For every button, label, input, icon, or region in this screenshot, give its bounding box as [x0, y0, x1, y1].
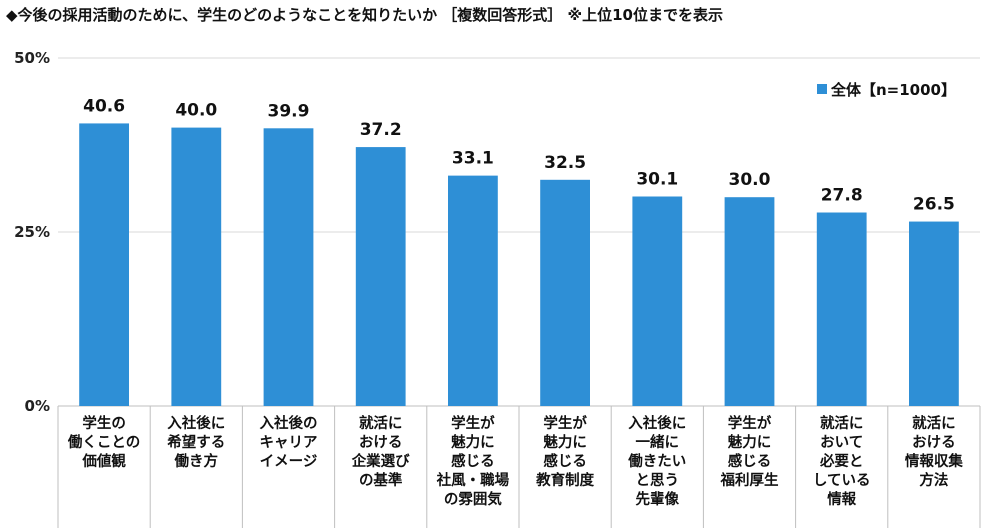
value-label: 33.1: [452, 149, 494, 169]
category-label: 魅力に: [728, 433, 772, 451]
bar: [263, 128, 314, 406]
category-label: 情報収集: [905, 452, 963, 470]
category-label: 学生の: [82, 414, 126, 432]
category-label: 教育制度: [535, 471, 594, 489]
category-label: おいて: [820, 434, 863, 451]
category-label: 魅力に: [543, 433, 587, 451]
category-label: の基準: [359, 471, 403, 489]
category-label: 企業選び: [351, 452, 410, 470]
value-label: 30.0: [729, 170, 771, 190]
category-label: している: [813, 472, 871, 489]
legend: 全体【n=1000】: [817, 81, 956, 99]
category-label: イメージ: [260, 454, 318, 470]
bar: [448, 175, 498, 406]
value-label: 40.6: [83, 96, 125, 116]
gridlines: [57, 57, 981, 528]
bar: [540, 179, 590, 406]
bar: [79, 123, 129, 406]
category-label: 学生が: [543, 414, 587, 432]
category-label: 感じる: [728, 452, 772, 470]
bar: [909, 221, 959, 406]
category-label: 就活に: [820, 414, 864, 432]
category-label: 入社後の: [260, 414, 318, 432]
y-tick-label: 50%: [14, 49, 50, 67]
category-label: 一緒に: [636, 433, 680, 451]
category-label: 先輩像: [636, 490, 680, 508]
category-label: 社風・職場: [436, 471, 510, 489]
category-label: おける: [912, 434, 956, 451]
y-tick-label: 0%: [25, 397, 50, 415]
category-label: 必要と: [819, 452, 864, 470]
category-label: 働くことの: [67, 433, 140, 451]
bar: [632, 196, 683, 406]
category-label: 情報: [827, 490, 856, 508]
category-label: 就活に: [912, 414, 956, 432]
bar: [171, 127, 222, 406]
y-tick-label: 25%: [14, 223, 50, 241]
bar: [724, 197, 775, 406]
value-labels: 40.6 40.0 39.9 37.2 33.1 32.5 30.1 30.0 27.8 26.5: [83, 96, 955, 214]
category-label: 働き方: [174, 452, 219, 470]
category-label: 希望する: [167, 433, 225, 451]
category-label: キャリア: [260, 435, 318, 451]
category-label: 入社後に: [628, 414, 686, 432]
category-label: 働きたい: [627, 452, 686, 470]
category-label: と思う: [636, 472, 680, 489]
category-label: 価値観: [81, 452, 126, 470]
category-label: 福利厚生: [720, 471, 779, 489]
category-label: 感じる: [543, 452, 587, 470]
category-label: 学生が: [451, 414, 495, 432]
value-label: 30.1: [636, 170, 678, 190]
value-label: 40.0: [175, 101, 217, 121]
bars: [79, 123, 959, 406]
value-label: 27.8: [821, 186, 863, 206]
value-label: 32.5: [544, 153, 586, 173]
category-label: おける: [359, 434, 403, 451]
category-label: 就活に: [359, 414, 403, 432]
chart-title: ◆今後の採用活動のために、学生のどのようなことを知りたいか ［複数回答形式］ ※…: [6, 6, 723, 24]
category-label: 感じる: [451, 452, 495, 470]
legend-label: 全体【n=1000】: [830, 81, 956, 99]
value-label: 26.5: [913, 195, 955, 215]
value-label: 39.9: [268, 101, 310, 121]
bar: [355, 147, 406, 406]
category-label: 入社後に: [167, 414, 225, 432]
category-label: 方法: [919, 471, 948, 489]
category-label: 魅力に: [451, 433, 495, 451]
value-label: 37.2: [360, 120, 402, 140]
y-axis-ticks: 0% 25% 50%: [14, 49, 50, 415]
category-label: 学生が: [728, 414, 772, 432]
bar: [816, 212, 867, 406]
category-label: の雰囲気: [444, 490, 502, 508]
category-labels: 学生の働くことの価値観入社後に希望する働き方入社後のキャリアイメージ就活における…: [67, 414, 963, 508]
legend-swatch: [817, 84, 827, 94]
